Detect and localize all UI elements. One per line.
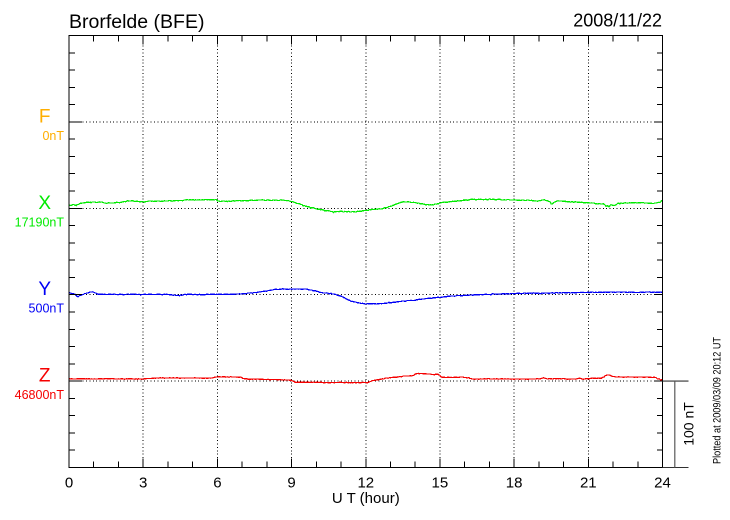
svg-text:46800nT: 46800nT — [15, 388, 65, 402]
svg-text:12: 12 — [357, 475, 374, 492]
svg-text:U T (hour): U T (hour) — [332, 490, 400, 507]
svg-text:9: 9 — [287, 475, 295, 492]
svg-text:Brorfelde (BFE): Brorfelde (BFE) — [69, 11, 204, 33]
svg-text:500nT: 500nT — [29, 302, 65, 316]
svg-text:6: 6 — [213, 475, 221, 492]
svg-text:F: F — [39, 106, 51, 127]
svg-text:21: 21 — [580, 475, 597, 492]
svg-text:2008/11/22: 2008/11/22 — [573, 11, 662, 31]
svg-text:0: 0 — [65, 475, 73, 492]
svg-text:3: 3 — [139, 475, 147, 492]
svg-text:0nT: 0nT — [42, 129, 64, 143]
svg-text:18: 18 — [506, 475, 523, 492]
svg-text:Plotted at 2009/03/09 20:12 UT: Plotted at 2009/03/09 20:12 UT — [712, 337, 724, 464]
svg-text:24: 24 — [654, 475, 671, 492]
svg-text:Y: Y — [38, 279, 51, 300]
svg-text:Z: Z — [39, 366, 51, 387]
svg-text:17190nT: 17190nT — [15, 215, 65, 229]
svg-text:100 nT: 100 nT — [681, 402, 697, 446]
svg-text:X: X — [38, 193, 51, 214]
svg-text:15: 15 — [432, 475, 449, 492]
